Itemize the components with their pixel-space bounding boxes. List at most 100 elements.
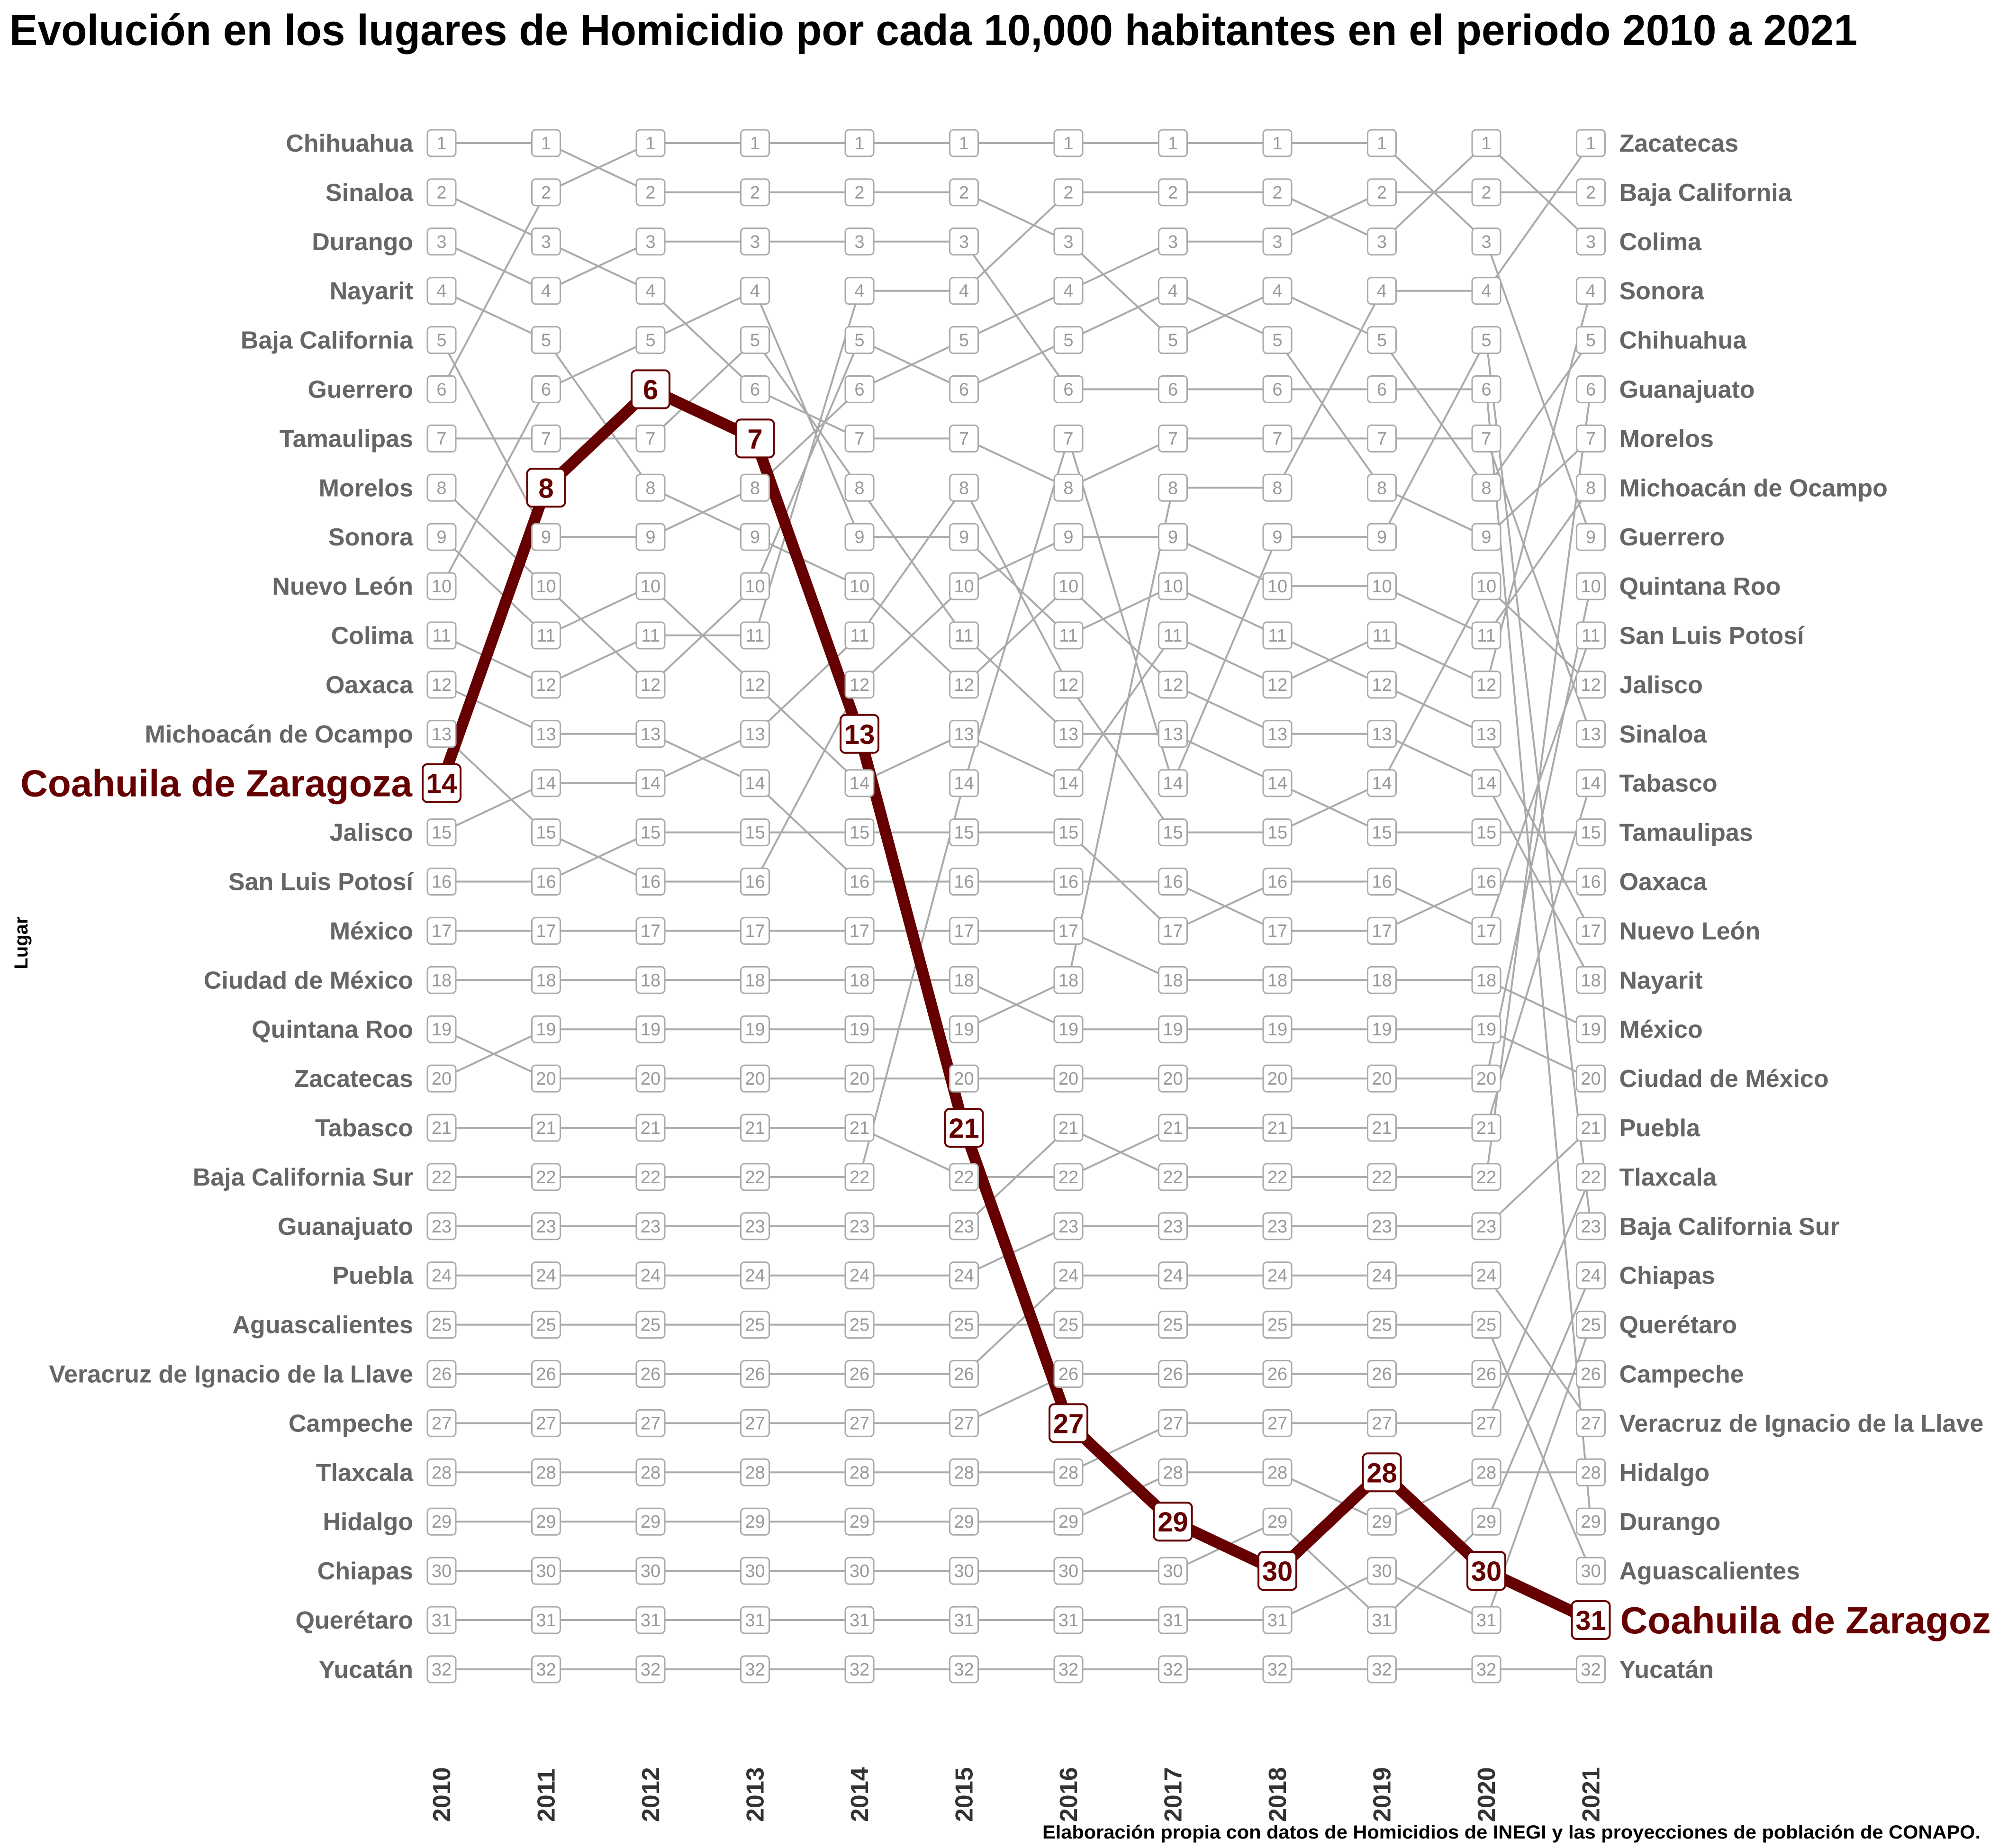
rank-box-2019-22: 22 (1367, 1163, 1397, 1191)
rank-box-2013-22: 22 (740, 1163, 770, 1191)
rank-box-2017-32: 32 (1158, 1655, 1188, 1684)
svg-text:9: 9 (854, 527, 864, 547)
rank-box-2011-5: 5 (531, 326, 561, 354)
rank-box-2010-1: 1 (426, 129, 457, 157)
rank-box-2011-11: 11 (531, 621, 561, 650)
rank-box-2020-5: 5 (1471, 326, 1502, 354)
svg-text:11: 11 (1373, 626, 1391, 646)
rank-box-2017-16: 16 (1158, 868, 1188, 896)
svg-text:21: 21 (1581, 1118, 1601, 1138)
rank-box-2021-18: 18 (1576, 966, 1606, 994)
svg-text:20: 20 (745, 1069, 765, 1089)
rank-box-2016-8: 8 (1053, 473, 1084, 502)
svg-text:24: 24 (1476, 1266, 1496, 1286)
rank-box-2016-26: 26 (1053, 1360, 1084, 1388)
rank-box-2013-13: 13 (740, 720, 770, 748)
svg-text:15: 15 (1372, 823, 1392, 843)
svg-text:12: 12 (1058, 675, 1078, 695)
rank-box-2021-19: 19 (1576, 1015, 1606, 1043)
svg-text:20: 20 (1267, 1069, 1287, 1089)
svg-text:7: 7 (645, 429, 655, 449)
svg-text:15: 15 (1581, 823, 1601, 843)
year-label-2010: 2010 (428, 1767, 456, 1822)
rank-box-2015-18: 18 (949, 966, 979, 994)
right-state-labels: Zacatecas Baja California Colima Sonora Chih… (1619, 130, 1990, 1684)
right-label-18: Nayarit (1619, 967, 1703, 994)
svg-text:5: 5 (1272, 331, 1282, 351)
rank-box-2015-26: 26 (949, 1360, 979, 1388)
svg-text:26: 26 (954, 1365, 974, 1385)
svg-text:27: 27 (1372, 1413, 1392, 1433)
svg-text:25: 25 (1267, 1315, 1287, 1335)
right-label-10: Quintana Roo (1619, 573, 1781, 600)
rank-box-2017-22: 22 (1158, 1163, 1188, 1191)
svg-text:8: 8 (1377, 478, 1387, 498)
svg-text:8: 8 (645, 478, 655, 498)
rank-box-2010-13: 13 (426, 720, 457, 748)
right-label-4: Sonora (1619, 278, 1705, 305)
rank-box-2020-13: 13 (1471, 720, 1502, 748)
svg-text:13: 13 (432, 725, 452, 744)
rank-box-2010-17: 17 (426, 916, 457, 945)
svg-text:20: 20 (1372, 1069, 1392, 1089)
svg-text:26: 26 (850, 1365, 869, 1385)
rank-box-2013-15: 15 (740, 818, 770, 847)
rank-box-2012-27: 27 (635, 1409, 666, 1437)
rank-box-2019-4: 4 (1367, 277, 1397, 305)
rank-box-2010-8: 8 (426, 473, 457, 502)
svg-text:14: 14 (1267, 774, 1287, 794)
rank-box-2018-30: 30 (1257, 1551, 1297, 1591)
rank-box-2010-5: 5 (426, 326, 457, 354)
svg-text:8: 8 (959, 478, 969, 498)
rank-box-2014-12: 12 (844, 670, 875, 699)
left-label-13: Michoacán de Ocampo (145, 721, 413, 748)
rank-box-2017-25: 25 (1158, 1311, 1188, 1339)
rank-box-2011-27: 27 (531, 1409, 561, 1437)
svg-text:26: 26 (1372, 1365, 1392, 1385)
rank-box-2017-8: 8 (1158, 473, 1188, 502)
rank-box-2011-1: 1 (531, 129, 561, 157)
rank-box-2018-32: 32 (1262, 1655, 1293, 1684)
rank-box-2021-17: 17 (1576, 916, 1606, 945)
rank-box-2016-19: 19 (1053, 1015, 1084, 1043)
svg-text:8: 8 (750, 478, 760, 498)
rank-box-2018-7: 7 (1262, 424, 1293, 453)
rank-box-2017-20: 20 (1158, 1064, 1188, 1093)
rank-box-2015-10: 10 (949, 572, 979, 600)
rank-box-2014-30: 30 (844, 1557, 875, 1585)
rank-box-2013-27: 27 (740, 1409, 770, 1437)
rank-box-2020-30: 30 (1466, 1551, 1506, 1591)
year-label-2020: 2020 (1473, 1767, 1501, 1822)
svg-text:4: 4 (1272, 281, 1282, 301)
svg-text:2: 2 (854, 183, 864, 203)
svg-text:11: 11 (1477, 626, 1495, 646)
rank-box-2014-18: 18 (844, 966, 875, 994)
svg-text:26: 26 (1476, 1365, 1496, 1385)
svg-text:2: 2 (541, 183, 551, 203)
left-label-20: Zacatecas (294, 1065, 413, 1093)
right-label-31: Coahuila de Zaragoza (1620, 1599, 1990, 1641)
svg-text:28: 28 (1267, 1463, 1287, 1483)
svg-text:27: 27 (1163, 1413, 1183, 1433)
left-label-5: Baja California (241, 327, 414, 354)
svg-text:18: 18 (745, 970, 765, 990)
rank-box-2018-1: 1 (1262, 129, 1293, 157)
rank-box-2017-10: 10 (1158, 572, 1188, 600)
svg-text:26: 26 (1058, 1365, 1078, 1385)
rank-box-2010-31: 31 (426, 1606, 457, 1634)
series-line-Sonora (441, 290, 1592, 785)
svg-text:17: 17 (432, 921, 452, 941)
rank-box-2012-7: 7 (635, 424, 666, 453)
rank-box-2016-11: 11 (1053, 621, 1084, 650)
svg-text:14: 14 (954, 774, 974, 794)
rank-box-2019-20: 20 (1367, 1064, 1397, 1093)
svg-text:12: 12 (1163, 675, 1183, 695)
svg-text:28: 28 (1476, 1463, 1496, 1483)
series-line-Chihuahua (442, 142, 1592, 489)
svg-text:3: 3 (1168, 232, 1178, 252)
rank-box-2013-14: 14 (740, 769, 770, 797)
rank-box-2020-23: 23 (1471, 1212, 1502, 1241)
rank-box-2014-23: 23 (844, 1212, 875, 1241)
series-line-Baja California Sur (442, 337, 1592, 1227)
svg-text:1: 1 (1272, 134, 1282, 154)
